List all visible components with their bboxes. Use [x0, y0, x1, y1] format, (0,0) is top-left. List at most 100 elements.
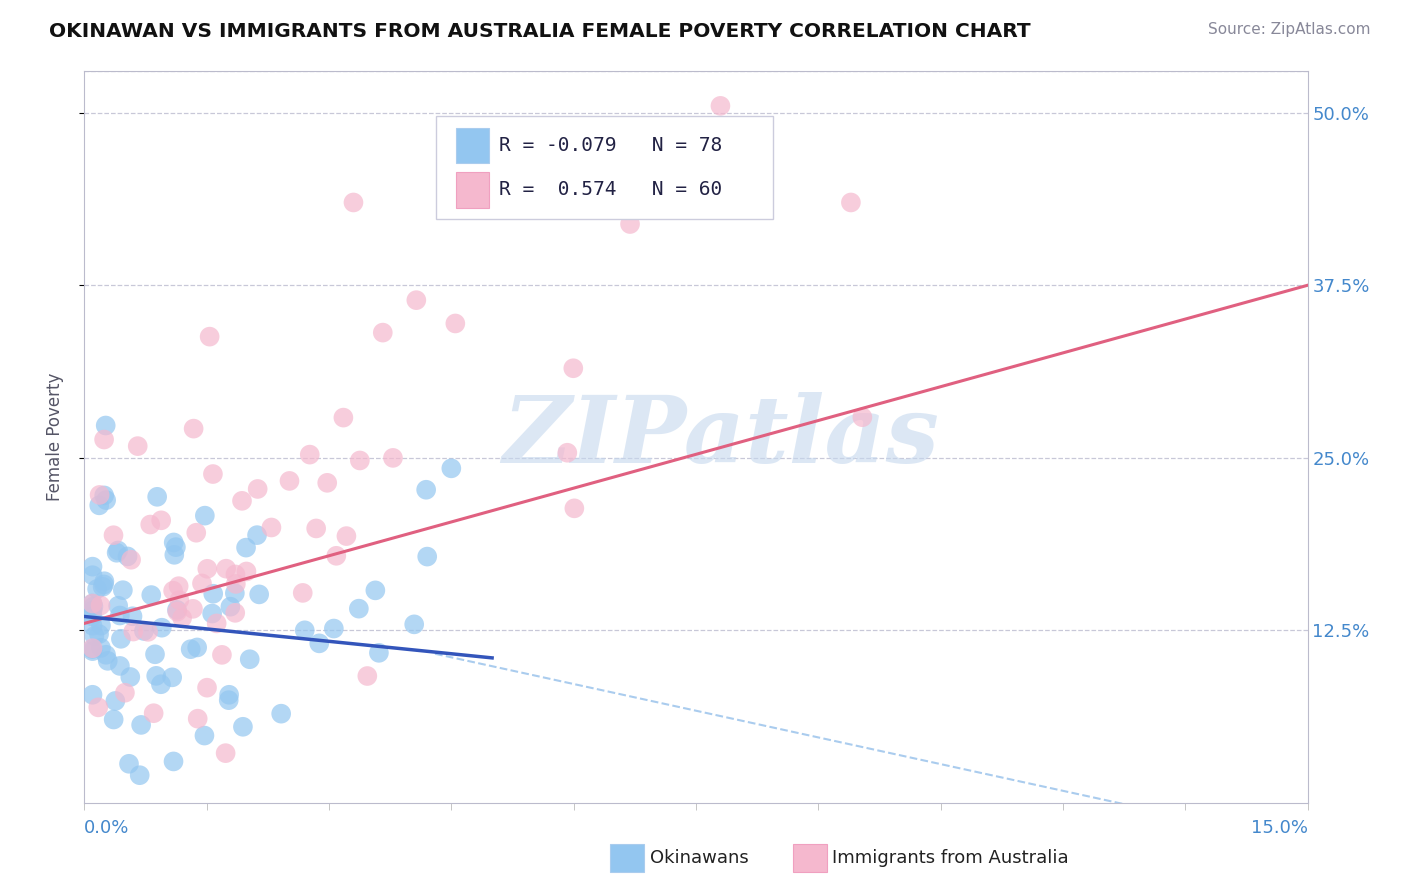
Point: [169, 593, 191, 607]
Point: [291, 586, 314, 600]
Point: [82, 597, 104, 611]
Point: [839, 195, 862, 210]
Point: [195, 562, 218, 576]
Point: [141, 588, 163, 602]
Point: [108, 659, 131, 673]
Point: [89, 488, 111, 502]
Point: [82, 688, 104, 702]
Text: OKINAWAN VS IMMIGRANTS FROM AUSTRALIA FEMALE POVERTY CORRELATION CHART: OKINAWAN VS IMMIGRANTS FROM AUSTRALIA FE…: [49, 22, 1031, 41]
Point: [709, 99, 731, 113]
Point: [180, 642, 202, 657]
Point: [405, 293, 427, 307]
Point: [562, 361, 585, 376]
Point: [122, 624, 145, 639]
Point: [82, 609, 104, 624]
Point: [114, 686, 136, 700]
Point: [94, 418, 117, 433]
Point: [364, 583, 387, 598]
Point: [167, 579, 190, 593]
Point: [202, 587, 225, 601]
Point: [91, 580, 114, 594]
Point: [108, 608, 131, 623]
Point: [160, 670, 183, 684]
Point: [93, 488, 115, 502]
Point: [86, 582, 108, 596]
Point: [139, 517, 162, 532]
Point: [118, 756, 141, 771]
Point: [132, 624, 155, 638]
Point: [150, 621, 173, 635]
Point: [195, 681, 218, 695]
Point: [162, 583, 184, 598]
Point: [260, 520, 283, 534]
Point: [149, 677, 172, 691]
Point: [166, 605, 188, 619]
Point: [105, 546, 128, 560]
Point: [110, 632, 132, 646]
Point: [381, 450, 404, 465]
Point: [145, 669, 167, 683]
Point: [82, 642, 104, 657]
Point: [201, 607, 224, 621]
Point: [298, 448, 321, 462]
Text: 15.0%: 15.0%: [1250, 820, 1308, 838]
Point: [194, 508, 217, 523]
Point: [232, 720, 254, 734]
Point: [143, 647, 166, 661]
Point: [82, 604, 104, 618]
Point: [225, 577, 247, 591]
Point: [162, 755, 184, 769]
Point: [349, 453, 371, 467]
Point: [82, 597, 104, 611]
Point: [247, 587, 270, 601]
Point: [356, 669, 378, 683]
Text: Immigrants from Australia: Immigrants from Australia: [832, 849, 1069, 867]
Point: [121, 609, 143, 624]
Point: [96, 493, 118, 508]
Text: ZIPatlas: ZIPatlas: [502, 392, 939, 482]
Point: [93, 433, 115, 447]
Point: [136, 624, 159, 639]
Point: [87, 700, 110, 714]
Point: [562, 501, 585, 516]
Point: [165, 540, 187, 554]
Point: [415, 483, 437, 497]
Point: [322, 622, 344, 636]
Point: [325, 549, 347, 563]
Point: [187, 712, 209, 726]
Point: [193, 729, 215, 743]
Point: [83, 629, 105, 643]
Text: 0.0%: 0.0%: [84, 820, 129, 838]
Point: [294, 624, 316, 638]
Point: [404, 617, 426, 632]
Point: [347, 601, 370, 615]
Point: [214, 746, 236, 760]
Point: [685, 194, 707, 208]
Point: [440, 461, 463, 475]
Point: [201, 467, 224, 481]
Point: [82, 568, 104, 582]
Point: [224, 567, 246, 582]
Point: [278, 474, 301, 488]
Point: [87, 627, 110, 641]
Point: [82, 641, 104, 656]
Point: [219, 599, 242, 614]
Point: [235, 565, 257, 579]
Point: [342, 195, 364, 210]
Point: [103, 713, 125, 727]
Point: [186, 525, 208, 540]
Point: [172, 611, 194, 625]
Point: [127, 439, 149, 453]
Point: [82, 644, 104, 658]
Point: [851, 410, 873, 425]
Point: [335, 529, 357, 543]
Point: [111, 583, 134, 598]
Point: [120, 553, 142, 567]
Point: [103, 528, 125, 542]
Point: [416, 549, 439, 564]
Point: [117, 549, 139, 564]
Point: [181, 602, 204, 616]
Point: [332, 410, 354, 425]
Point: [142, 706, 165, 721]
Point: [231, 493, 253, 508]
